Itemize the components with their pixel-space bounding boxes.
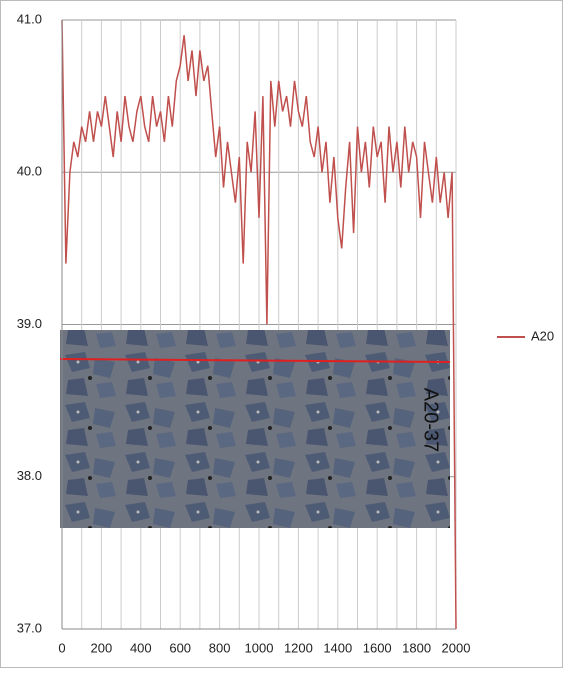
legend-label: A20 [531, 328, 554, 343]
axes: 37.0 38.0 39.0 40.0 41.0 0 200 400 600 800 1000 120… [17, 11, 554, 655]
concrete-photo [60, 330, 450, 528]
photo-line [59, 358, 451, 363]
grid [61, 19, 457, 630]
series-line [61, 19, 457, 630]
x-tick-label: 2000 [442, 640, 471, 655]
x-tick-label: 600 [169, 640, 191, 655]
x-tick-label: 400 [130, 640, 152, 655]
y-tick-label: 41.0 [17, 11, 42, 26]
x-tick-label: 1400 [323, 640, 352, 655]
x-tick-label: 200 [91, 640, 113, 655]
plot [61, 19, 457, 630]
y-tick-label: 39.0 [17, 316, 42, 331]
y-tick-label: 38.0 [17, 468, 42, 483]
y-tick-label: 40.0 [17, 164, 42, 179]
photo: A20-37 [59, 330, 451, 528]
x-tick-label: 1600 [363, 640, 392, 655]
x-tick-label: 1800 [402, 640, 431, 655]
photo-annotation: A20-37 [420, 388, 442, 453]
x-tick-label: 800 [209, 640, 231, 655]
x-tick-label: 0 [58, 640, 65, 655]
x-tick-label: 1000 [245, 640, 274, 655]
x-tick-label: 1200 [284, 640, 313, 655]
y-tick-label: 37.0 [17, 620, 42, 635]
